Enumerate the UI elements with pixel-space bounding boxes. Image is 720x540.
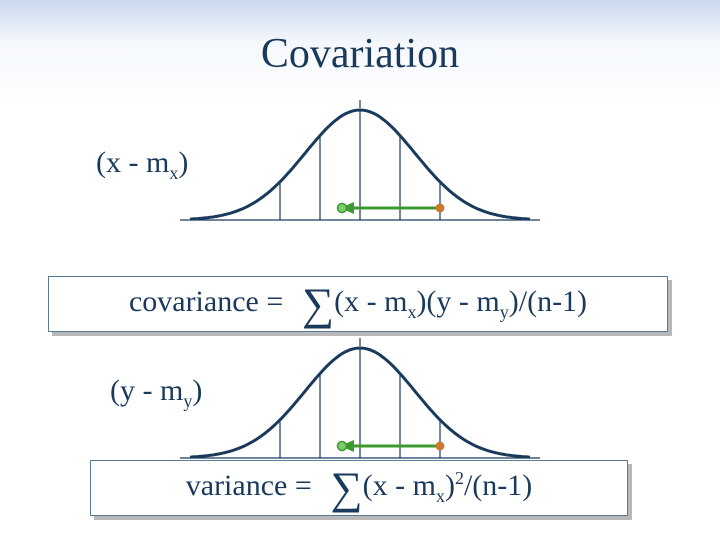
label2-before: (y - m bbox=[110, 374, 183, 407]
f1-suffix: )/(n-1) bbox=[509, 285, 587, 318]
page-title: Covariation bbox=[0, 30, 720, 78]
f2-sub1: x bbox=[436, 486, 445, 506]
f2-close: ) bbox=[445, 469, 455, 502]
f2-body: (x - m bbox=[363, 469, 436, 502]
covariance-formula-box: covariance = ∑(x - mx)(y - my)/(n-1) bbox=[48, 276, 668, 332]
f1-sub2: y bbox=[500, 302, 509, 322]
f1-prefix: covariance = bbox=[129, 285, 283, 318]
title-text: Covariation bbox=[261, 31, 459, 77]
label2-sub: y bbox=[183, 391, 192, 411]
f1-mid: )(y - m bbox=[416, 285, 499, 318]
deviation-label-x: (x - mx) bbox=[96, 146, 188, 184]
deviation-label-y: (y - my) bbox=[110, 374, 202, 412]
label1-sub: x bbox=[169, 163, 178, 183]
label2-after: ) bbox=[192, 374, 202, 407]
label1-after: ) bbox=[178, 146, 188, 179]
variance-formula-box: variance = ∑(x - mx)2/(n-1) bbox=[90, 460, 628, 516]
f2-suffix: /(n-1) bbox=[464, 469, 532, 502]
f2-prefix: variance = bbox=[186, 469, 312, 502]
label1-before: (x - m bbox=[96, 146, 169, 179]
covariance-formula-text: covariance = ∑(x - mx)(y - my)/(n-1) bbox=[129, 278, 587, 330]
f2-sup: 2 bbox=[455, 468, 464, 488]
sigma-icon: ∑ bbox=[291, 279, 334, 329]
slide: Covariation (x - mx) covariance = ∑(x - … bbox=[0, 0, 720, 540]
bell-curve-top bbox=[160, 100, 560, 245]
f1-body: (x - m bbox=[334, 285, 407, 318]
variance-formula-text: variance = ∑(x - mx)2/(n-1) bbox=[186, 462, 533, 514]
sigma-icon: ∑ bbox=[319, 463, 362, 513]
